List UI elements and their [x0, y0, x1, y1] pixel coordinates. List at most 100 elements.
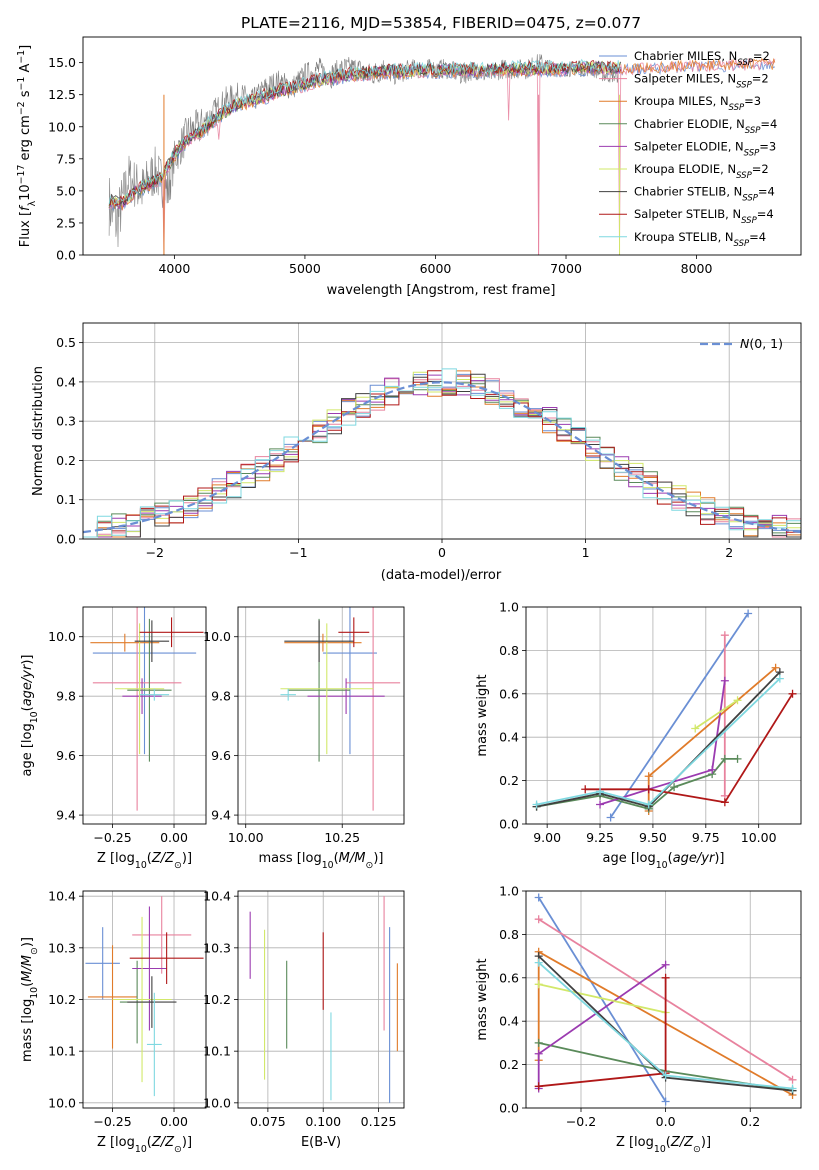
model-spectrum-7 [108, 60, 622, 206]
y-tick-label: 10.3 [48, 940, 76, 955]
plot-area [249, 896, 398, 1103]
axes-weight_vs_z: −0.2 0.0 0.2 0.0 0.2 0.4 0.6 0.8 1.0 [499, 884, 802, 1129]
x-tick-label: −0.25 [93, 1114, 131, 1129]
y-tick-label: 0.4 [56, 374, 76, 389]
data-point-marker [775, 674, 784, 683]
x-tick-label: 4000 [158, 261, 190, 276]
data-point-marker [733, 754, 742, 763]
plot-area [534, 893, 797, 1106]
x-axis-label: age [log10(age/yr)] [602, 851, 724, 871]
weight-line-9 [536, 677, 781, 806]
data-point-marker [788, 1075, 797, 1084]
x-tick-label: 1 [582, 545, 590, 560]
weight-line-6 [538, 983, 666, 1014]
y-tick-label: 0.2 [499, 773, 519, 788]
x-tick-label: −0.2 [566, 1114, 596, 1129]
y-tick-label: 0.5 [56, 335, 76, 350]
data-point-marker [534, 893, 543, 902]
legend-label: Kroupa ELODIE, NSSP=2 [634, 162, 769, 181]
data-point-marker [733, 696, 742, 705]
data-point-marker [644, 785, 653, 794]
y-tick-label: 10.0 [203, 1095, 231, 1110]
y-tick-label: 10.2 [203, 992, 231, 1007]
data-point-marker [596, 787, 605, 796]
y-tick-label: 10.4 [48, 889, 76, 904]
data-point-marker [534, 1082, 543, 1091]
axes-frame [82, 36, 802, 256]
legend-label: Chabrier MILES, NSSP=2 [634, 49, 770, 68]
y-tick-label: 9.8 [56, 689, 76, 704]
y-tick-label: 10.0 [48, 119, 76, 134]
x-tick-label: 0.100 [305, 1114, 341, 1129]
weight-line-3 [647, 667, 777, 811]
y-tick-label: 10.2 [48, 992, 76, 1007]
x-tick-label: 10.25 [324, 830, 360, 845]
legend-label: N(0, 1) [740, 336, 783, 351]
y-tick-label: 9.6 [56, 748, 76, 763]
plot-area [108, 54, 776, 255]
x-tick-label: 10.00 [741, 830, 777, 845]
x-tick-label: 0.0 [656, 1114, 676, 1129]
y-tick-label: 12.5 [48, 87, 76, 102]
x-tick-label: 9.50 [639, 830, 667, 845]
y-tick-label: 0.8 [499, 643, 519, 658]
axes-age_vs_mass: 10.00 10.25 9.4 9.6 9.8 10.0 [203, 606, 405, 845]
legend-label: Salpeter MILES, NSSP=2 [634, 72, 769, 91]
x-tick-label: 0 [438, 545, 446, 560]
y-tick-label: 15.0 [48, 55, 76, 70]
y-tick-label: 0.1 [56, 492, 76, 507]
axes-frame [525, 890, 802, 1109]
data-point-marker [661, 1071, 670, 1080]
data-point-marker [720, 631, 729, 640]
y-axis-label: Normed distribution [31, 366, 46, 496]
data-point-marker [788, 689, 797, 698]
x-tick-label: 0.075 [250, 1114, 286, 1129]
axes-mass_vs_z: −0.25 0.00 10.0 10.1 10.2 10.3 10.4 [48, 889, 207, 1129]
y-tick-label: 1.0 [499, 884, 519, 899]
legend-label: Kroupa STELIB, NSSP=4 [634, 230, 766, 249]
x-tick-label: 9.75 [692, 830, 720, 845]
axes-age_vs_z: −0.25 0.00 9.4 9.6 9.8 10.0 [48, 606, 207, 845]
model-spectrum-9 [108, 58, 622, 205]
histogram-9 [83, 368, 801, 538]
data-point-marker [532, 800, 541, 809]
data-point-marker [661, 973, 670, 982]
x-tick-label: 9.00 [533, 830, 561, 845]
axes-weight_vs_age: 9.00 9.25 9.50 9.75 10.00 0.0 0.2 0.4 0.6 0.8 1.0 [499, 600, 802, 845]
y-tick-label: 9.4 [56, 808, 76, 823]
y-tick-label: 0.0 [56, 248, 76, 263]
y-tick-label: 0.0 [56, 532, 76, 547]
data-point-marker [720, 754, 729, 763]
model-spectrum-6 [108, 60, 622, 207]
data-point-marker [644, 800, 653, 809]
x-tick-label: −0.25 [93, 830, 131, 845]
y-tick-label: 5.0 [56, 183, 76, 198]
chart-title: PLATE=2116, MJD=53854, FIBERID=0475, z=0… [241, 14, 641, 32]
x-axis-label: wavelength [Angstrom, rest frame] [327, 283, 556, 298]
axes-spectrum: 4000 5000 6000 7000 8000 0.0 2.5 5.0 7.5 10.0 12.5… [48, 36, 802, 276]
data-point-marker [644, 772, 653, 781]
model-spectrum-4 [108, 62, 621, 208]
x-axis-label: (data-model)/error [381, 568, 502, 583]
plot-area [90, 607, 204, 811]
axes-frame [237, 606, 405, 825]
data-point-marker [720, 676, 729, 685]
y-tick-label: 10.0 [203, 629, 231, 644]
y-tick-label: 1.0 [499, 600, 519, 615]
data-point-marker [534, 980, 543, 989]
data-point-marker [788, 1084, 797, 1093]
legend-label: Chabrier STELIB, NSSP=4 [634, 185, 775, 204]
x-tick-label: 0.125 [361, 1114, 397, 1129]
y-tick-label: 0.2 [499, 1057, 519, 1072]
legend-label: Salpeter ELODIE, NSSP=3 [634, 139, 776, 158]
y-tick-label: 0.2 [56, 453, 76, 468]
model-spectrum-8 [109, 59, 622, 207]
y-tick-label: 0.0 [499, 1101, 519, 1116]
x-axis-label: E(B-V) [301, 1135, 341, 1150]
x-tick-label: 9.25 [586, 830, 614, 845]
plot-area [532, 609, 797, 822]
x-axis-label: mass [log10(M/M⊙)] [259, 851, 384, 871]
y-tick-label: 9.4 [211, 808, 231, 823]
x-tick-label: 7000 [550, 261, 582, 276]
